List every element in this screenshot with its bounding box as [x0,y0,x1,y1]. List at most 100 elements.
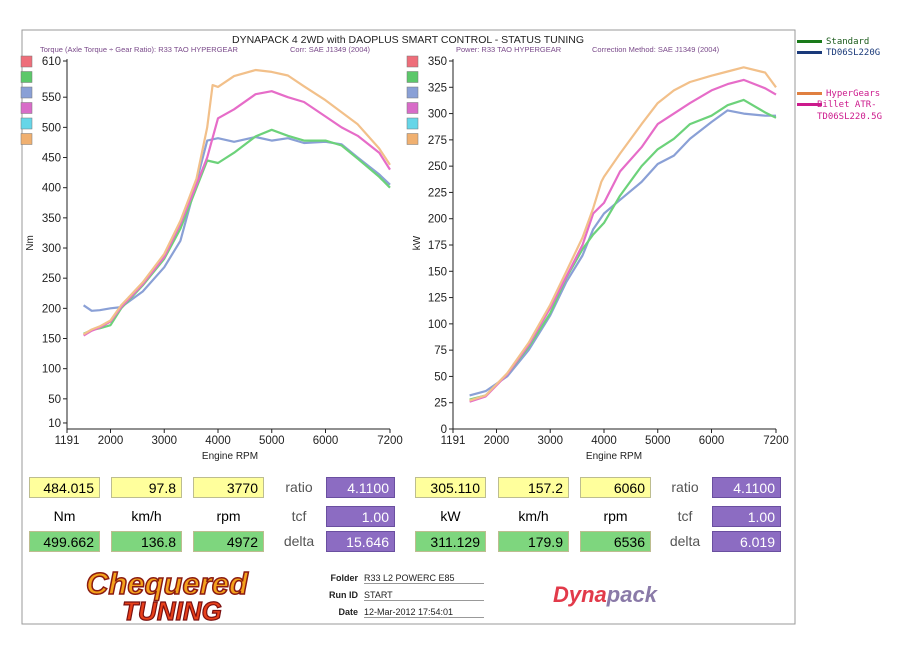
x-tick-label: 3000 [151,435,177,447]
series-swatches-left [20,55,33,145]
series-swatch [20,117,33,130]
y-tick-label: 225 [428,187,447,199]
series-swatch [406,117,419,130]
y-tick-label: 610 [42,56,61,68]
series-swatch [406,133,419,145]
series-line-0 [469,109,776,397]
y-tick-label: 325 [428,82,447,94]
series-line-1 [83,128,391,335]
legend-entry: Billet ATR- [817,100,877,110]
runid-value: START [364,590,484,601]
series-swatch [20,55,33,68]
power-subtitle: Power: R33 TAO HYPERGEAR [456,45,562,54]
series-line-1 [469,98,777,401]
readout-peak-2: 4972 [193,531,264,552]
y-tick-label: 25 [434,398,447,410]
x-tick-label: 2000 [98,435,124,447]
y-tick-label: 75 [434,345,447,357]
x-tick-label: 7200 [763,435,789,447]
readout-param-label-2: delta [669,533,701,549]
torque-xlabel: Engine RPM [202,451,258,462]
series-swatch [20,71,33,83]
readout-unit-1: km/h [518,508,549,524]
series-swatch [406,71,419,83]
legend-entry: Standard [826,37,870,47]
y-tick-label: 500 [42,122,61,134]
readout-current-0: 484.015 [29,477,100,498]
y-tick-label: 150 [42,334,61,346]
chart-title: DYNAPACK 4 2WD with DAOPLUS SMART CONTRO… [232,34,584,46]
folder-label: Folder [330,573,358,583]
legend-swatch [797,51,822,54]
x-tick-label: 3000 [537,435,563,447]
chequered-tuning-logo: Chequered TUNING [85,565,249,626]
legend-entry: HyperGears [826,89,881,99]
runid-label: Run ID [329,590,358,600]
readout-peak-1: 136.8 [111,531,182,552]
power-xlabel: Engine RPM [586,451,642,462]
readout-peak-1: 179.9 [498,531,569,552]
torque-plot: 10 50 100 150 200 250 300 350 400 450 500 550 610 119… [42,56,403,447]
x-tick-label: 6000 [699,435,725,447]
readout-param-value-1: 1.00 [326,506,395,527]
legend-swatch [797,40,822,43]
power-correction: Correction Method: SAE J1349 (2004) [592,45,720,54]
series-line-2 [83,90,391,337]
series-line-0 [82,135,391,312]
legend-entry: TD06SL220G [826,48,881,58]
series-swatch [20,86,33,99]
logo-bottom-text: TUNING [122,596,222,626]
torque-ylabel: Nm [25,235,36,251]
y-tick-label: 150 [428,266,447,278]
readout-param-label-1: tcf [291,508,307,524]
y-tick-label: 300 [42,243,61,255]
y-tick-label: 125 [428,293,447,305]
dynapack-logo-part1: Dyna [553,582,607,607]
date-label: Date [338,607,358,617]
readout-unit-2: rpm [603,508,628,524]
y-tick-label: 350 [428,56,447,68]
readout-current-0: 305.110 [415,477,486,498]
series-swatch [20,102,33,114]
y-tick-label: 450 [42,153,61,165]
y-tick-label: 10 [48,418,61,430]
readout-param-value-0: 4.1100 [326,477,395,498]
x-tick-label: 1191 [441,435,466,447]
y-tick-label: 250 [42,273,61,285]
x-tick-label: 5000 [259,435,285,447]
dynapack-logo-part2: pack [606,582,659,607]
readout-current-1: 97.8 [111,477,182,498]
date-value: 12-Mar-2012 17:54:01 [364,607,484,618]
power-ylabel: kW [412,235,423,250]
y-tick-label: 275 [428,135,447,147]
legend-entry: TD06SL220.5G [817,112,883,122]
readout-unit-1: km/h [131,508,162,524]
power-plot: 0 25 50 75 100 125 150 175 200 225 250 275 300 325 350… [428,56,789,447]
torque-correction: Corr: SAE J1349 (2004) [290,45,371,54]
y-tick-label: 200 [42,303,61,315]
x-tick-label: 6000 [313,435,339,447]
x-tick-label: 7200 [377,435,403,447]
readout-param-value-1: 1.00 [712,506,781,527]
y-tick-label: 50 [434,371,447,383]
x-tick-label: 1191 [55,435,80,447]
x-tick-label: 4000 [205,435,231,447]
folder-value: R33 L2 POWERC E85 [364,573,484,584]
y-tick-label: 100 [428,319,447,331]
series-line-2 [469,78,777,403]
readout-param-value-2: 6.019 [712,531,781,552]
y-tick-label: 175 [428,240,447,252]
readout-param-value-0: 4.1100 [712,477,781,498]
dynapack-logo: Dynapack [553,582,659,607]
readout-unit-2: rpm [216,508,241,524]
series-swatch [406,102,419,114]
series-swatch [406,55,419,68]
readout-param-label-1: tcf [677,508,693,524]
y-tick-label: 50 [48,394,61,406]
readout-peak-0: 311.129 [415,531,486,552]
readout-unit-0: kW [440,508,461,524]
readout-param-label-0: ratio [671,479,699,495]
readout-peak-0: 499.662 [29,531,100,552]
legend-swatch [797,103,822,106]
